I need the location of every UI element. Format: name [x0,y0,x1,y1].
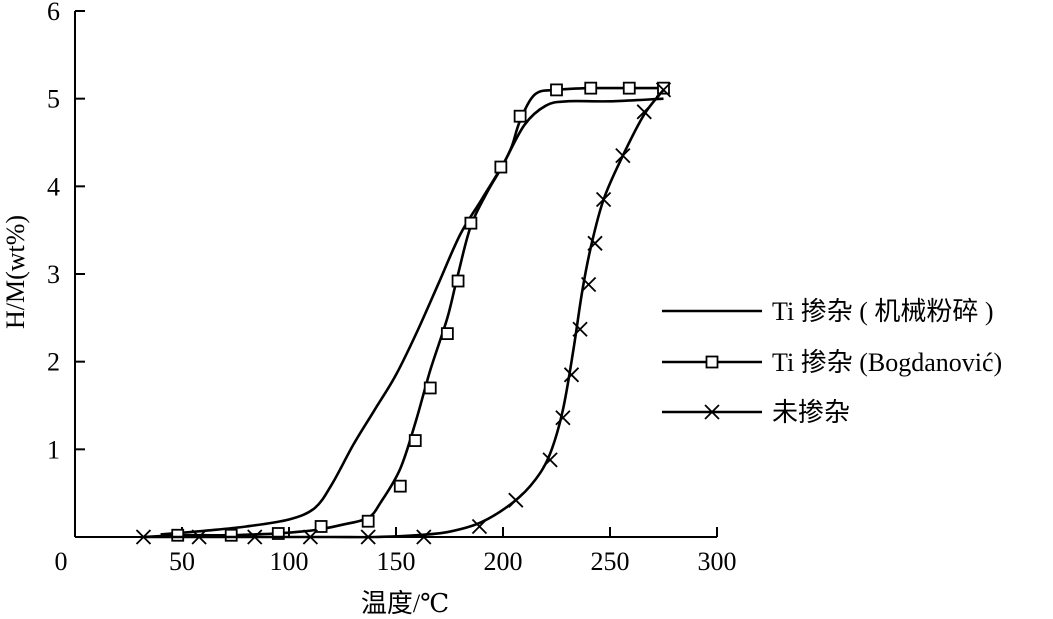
x-tick-label: 200 [484,547,523,576]
y-tick-label: 4 [47,172,60,201]
data-point-undoped [587,235,603,251]
y-tick-label: 1 [47,435,60,464]
y-tick-label: 2 [47,348,60,377]
y-ticks: 1 2 3 4 5 6 [47,0,85,464]
legend-label: 未掺杂 [772,398,850,427]
y-tick-label: 5 [47,85,60,114]
x-tick-label: 0 [55,547,68,576]
data-point-bogdanovic [464,216,478,230]
data-point-bogdanovic [314,520,328,533]
legend-item-undoped: 未掺杂 [662,398,850,427]
data-point-undoped [360,529,376,545]
data-point-bogdanovic [451,274,465,288]
data-point-undoped [580,276,597,293]
data-point-bogdanovic [271,527,285,540]
legend-marker [705,355,719,369]
y-tick-label: 3 [47,260,60,289]
data-point-undoped [508,492,524,508]
data-point-bogdanovic [513,109,527,123]
data-point-bogdanovic [224,528,238,542]
data-point-undoped [135,529,152,545]
series-ball-milled [160,97,664,536]
data-point-undoped [302,529,319,545]
legend: Ti 掺杂 ( 机械粉碎 ) Ti 掺杂 (Bogdanović) 未掺杂 [662,297,1002,427]
data-point-undoped [191,529,207,545]
data-point-bogdanovic [584,81,598,95]
y-axis-title: H/M(wt%) [1,215,30,329]
series-bogdanovic [143,81,670,542]
series-group [135,81,672,545]
data-point-undoped [542,452,558,468]
data-point-undoped [247,529,263,545]
data-point-bogdanovic [657,81,670,95]
data-point-undoped [655,82,672,98]
data-point-undoped [471,518,488,535]
legend-item-bogdanovic: Ti 掺杂 (Bogdanović) [662,348,1002,377]
data-point-bogdanovic [440,327,454,341]
x-tick-label: 100 [270,547,309,576]
x-axis-title: 温度/℃ [361,589,449,618]
data-point-bogdanovic [393,479,407,493]
data-point-undoped [636,104,652,120]
legend-item-ball-milled: Ti 掺杂 ( 机械粉碎 ) [662,297,994,326]
y-tick-label: 6 [47,0,60,26]
data-point-undoped [615,148,631,164]
x-tick-label: 50 [169,547,195,576]
legend-label: Ti 掺杂 ( 机械粉碎 ) [772,297,994,326]
series-line-bogdanovic [143,86,664,539]
x-tick-label: 150 [377,547,416,576]
data-point-bogdanovic [423,381,437,395]
series-undoped [135,82,672,545]
data-point-undoped [563,367,580,383]
data-point-undoped [555,410,571,426]
legend-marker [704,404,720,420]
legend-label: Ti 掺杂 (Bogdanović) [772,348,1002,377]
data-point-undoped [595,191,612,208]
data-point-bogdanovic [171,528,185,542]
x-tick-label: 250 [591,547,630,576]
data-point-undoped [572,321,588,337]
data-point-bogdanovic [494,160,508,174]
x-tick-label: 300 [698,547,737,576]
series-line-undoped [143,89,665,539]
data-point-bogdanovic [550,83,563,97]
x-ticks: 0 50 100 150 200 250 300 [55,527,737,576]
axes [74,11,717,538]
data-point-bogdanovic [361,514,375,528]
series-line-ball-milled [160,97,664,536]
data-point-undoped [416,529,432,545]
data-point-bogdanovic [622,81,636,95]
data-point-bogdanovic [408,434,422,447]
